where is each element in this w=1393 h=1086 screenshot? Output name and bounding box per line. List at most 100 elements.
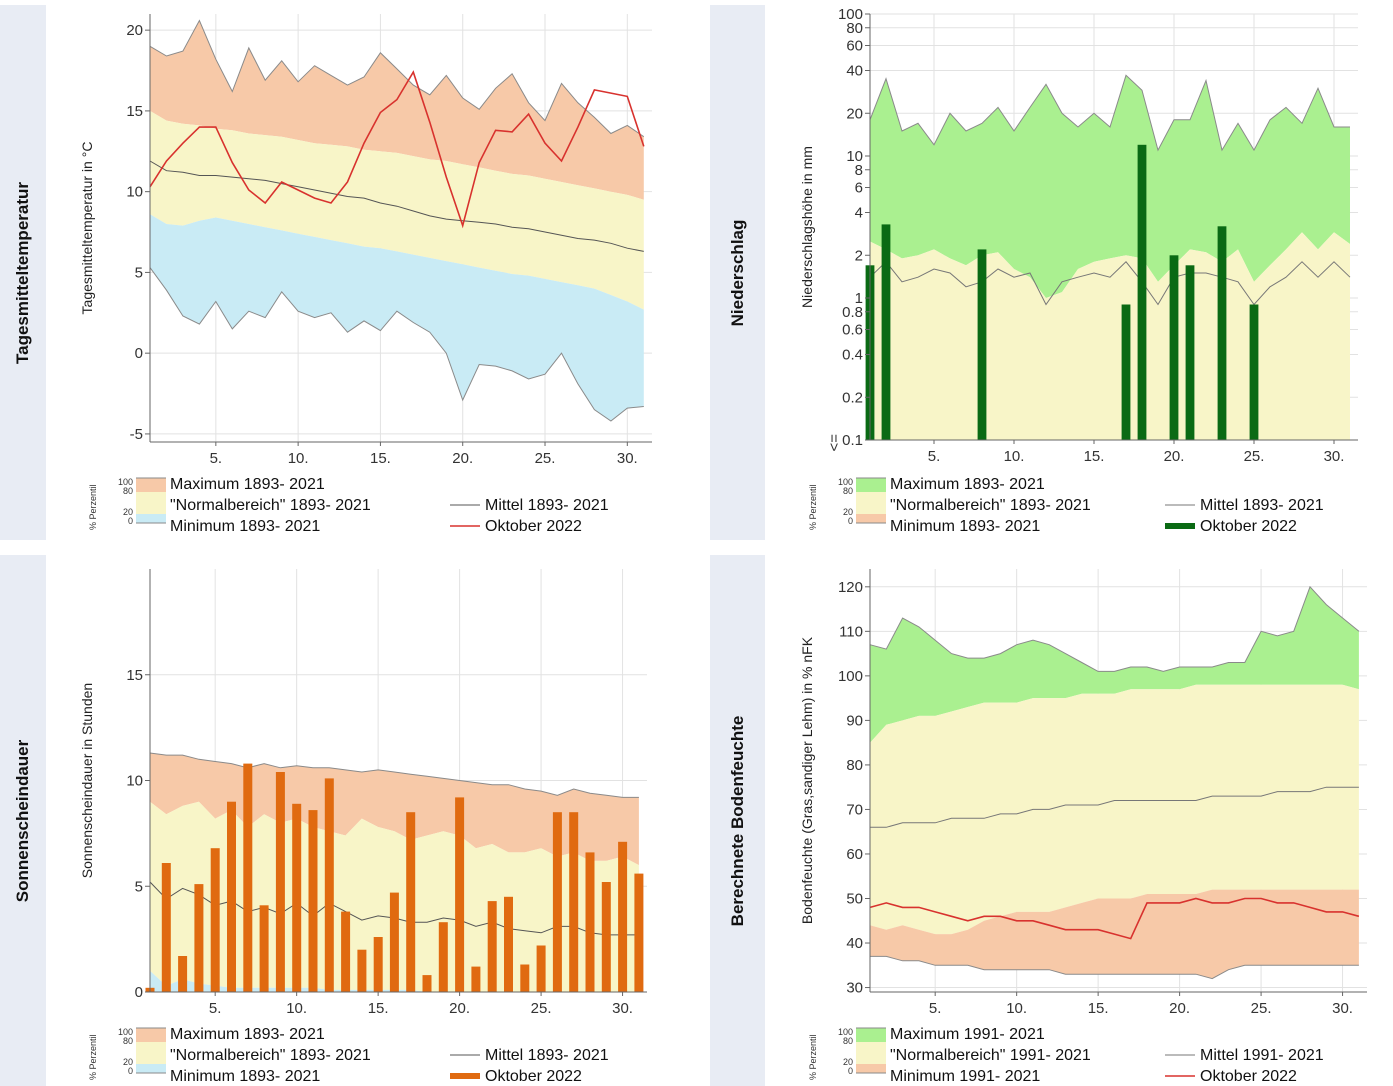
x-tick-label: 15. [1088,1000,1109,1017]
legend-percentile-label: % Perzentil [808,484,818,530]
bar-oktober-2022 [1121,304,1131,440]
bar-oktober-2022 [536,945,546,992]
bar-oktober-2022 [881,224,891,440]
legend-label-mean: Mittel 1893- 2021 [1200,497,1324,514]
legend-label-oktober-2022: Oktober 2022 [1200,1068,1297,1085]
panel-soil-moisture: Berechnete Bodenfeuchte 30 40 50 60 70 80 90 10… [710,555,1393,1086]
y-tick-label: 30 [846,980,863,997]
legend-label-maximum: Maximum 1893- 2021 [890,476,1045,493]
legend-label-maximum: Maximum 1893- 2021 [170,1026,325,1043]
y-tick-label: 80 [846,757,863,774]
legend-label-minimum: Minimum 1893- 2021 [890,518,1040,535]
y-tick-label: 10 [126,184,143,201]
x-tick-label: 5. [210,450,223,467]
legend-label-maximum: Maximum 1991- 2021 [890,1026,1045,1043]
y-tick-label: 40 [846,63,863,80]
x-tick-label: 15. [370,450,391,467]
side-bar-temperature: Tagesmitteltemperatur [0,5,46,540]
chart-temperature: -5 0 5 10 15 20 5. 10. 15. 20. 25. 30. Tagesmittelte… [79,14,652,535]
legend-percentile-tick: 100 [838,477,853,487]
bar-oktober-2022 [227,801,236,992]
y-bottom-label: <= [826,434,843,452]
band-minimum [150,214,644,421]
legend-percentile-tick: 100 [838,1027,853,1037]
legend-swatch-minimum [136,1064,166,1073]
legend-label-normal: "Normalbereich" 1991- 2021 [890,1047,1091,1064]
bar-oktober-2022 [1137,144,1147,441]
legend-swatch-normal [856,492,886,514]
y-tick-label: 0.1 [842,432,863,449]
x-tick-label: 20. [449,1000,470,1017]
legend-percentile-tick: 20 [123,507,133,517]
bar-oktober-2022 [406,812,416,992]
band-normal [870,684,1359,935]
bar-oktober-2022 [438,922,448,992]
y-tick-label: 6 [855,180,863,197]
mean-line [149,160,644,252]
legend-label-minimum: Minimum 1991- 2021 [890,1068,1040,1085]
bar-oktober-2022 [178,956,188,992]
bar-oktober-2022 [275,772,285,992]
legend-label-oktober-2022: Oktober 2022 [1200,518,1297,535]
x-tick-label: 25. [535,450,556,467]
legend-swatch-maximum [856,478,886,492]
x-tick-label: 25. [1244,448,1265,465]
band-maximum [150,753,639,866]
legend-percentile-tick: 80 [123,1036,133,1046]
x-tick-label: 15. [1084,448,1105,465]
mean-line [869,261,1351,306]
oktober-2022-line [869,897,1360,940]
y-tick-label: 20 [846,105,863,122]
y-tick-label: 60 [846,38,863,55]
panel-temperature: Tagesmitteltemperatur -5 0 5 10 15 20 5. 10. 15.… [0,0,690,545]
bar-oktober-2022 [1217,226,1227,440]
y-tick-label: 1 [855,290,863,307]
legend-swatch-minimum [136,514,166,523]
legend-percentile-tick: 0 [128,1066,133,1076]
y-tick-label: 0.8 [842,304,863,321]
y-tick-label: 120 [838,579,863,596]
y-tick-label: 10 [846,148,863,165]
x-tick-label: 10. [288,450,309,467]
bar-oktober-2022 [455,797,465,992]
x-tick-label: 10. [1006,1000,1027,1017]
legend-percentile-tick: 100 [118,1027,133,1037]
x-tick-label: 25. [1251,1000,1272,1017]
maximum-line [869,74,1350,152]
legend-percentile-tick: 20 [123,1057,133,1067]
legend-swatch-normal [136,1042,166,1064]
bar-oktober-2022 [324,778,334,992]
chart-sunshine: 0 5 10 15 5. 10. 15. 20. 25. 30. Sonnenscheindauer… [79,569,647,1085]
x-tick-label: 30. [1332,1000,1353,1017]
legend-swatch-minimum [856,1064,886,1073]
legend-swatch-normal [136,492,166,514]
y-tick-label: 90 [846,712,863,729]
y-tick-label: -5 [130,426,143,443]
bar-oktober-2022 [487,901,497,992]
legend-percentile-tick: 80 [123,486,133,496]
y-tick-label: 2 [855,247,863,264]
bar-oktober-2022 [308,810,318,992]
legend-swatch-oktober-2022 [450,1073,480,1079]
y-tick-label: 0.2 [842,389,863,406]
x-tick-label: 5. [929,1000,942,1017]
bar-oktober-2022 [389,892,399,992]
bar-oktober-2022 [243,763,253,992]
y-tick-label: 15 [126,103,143,120]
legend-label-normal: "Normalbereich" 1893- 2021 [890,497,1091,514]
bar-oktober-2022 [585,852,595,992]
legend-label-minimum: Minimum 1893- 2021 [170,1068,320,1085]
maximum-line [149,19,645,138]
x-tick-label: 30. [617,450,638,467]
band-normal [150,110,644,310]
x-tick-label: 30. [612,1000,633,1017]
side-bar-precipitation: Niederschlag [710,5,765,540]
chart-soil-moisture: 30 40 50 60 70 80 90 100 110 120 5. 10. 15. 20. 25. 30.… [799,569,1367,1085]
y-tick-label: 8 [855,162,863,179]
oktober-2022-line [149,70,645,229]
band-normal [870,232,1350,440]
bar-oktober-2022 [341,911,351,992]
legend-label-maximum: Maximum 1893- 2021 [170,476,325,493]
x-tick-label: 5. [209,1000,222,1017]
